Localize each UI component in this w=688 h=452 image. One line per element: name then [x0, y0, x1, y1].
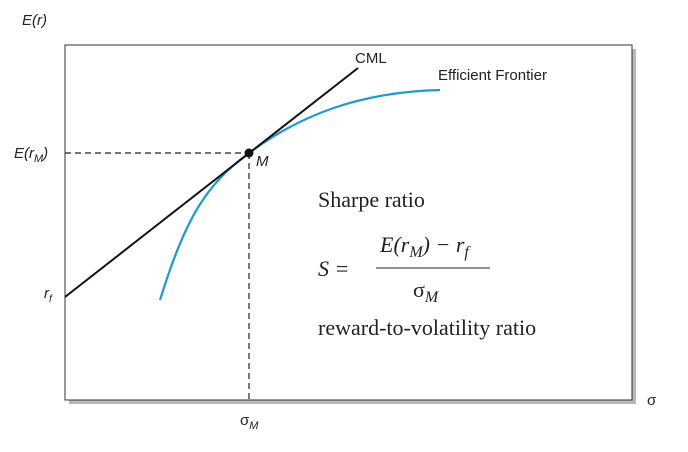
rf-label: rf — [44, 285, 53, 305]
point-label: M — [256, 153, 269, 170]
sigma-m-main: σ — [240, 412, 250, 429]
formula-numerator: E(rM) − rf — [379, 232, 471, 261]
rf-sub: f — [49, 294, 53, 305]
formula-title: Sharpe ratio — [318, 187, 425, 212]
rf-main: r — [44, 285, 50, 302]
erm-sub: M — [34, 153, 44, 165]
frontier-label: Efficient Frontier — [438, 67, 547, 84]
den-main: σ — [413, 277, 425, 302]
num-sub1: M — [408, 244, 424, 261]
formula-caption: reward-to-volatility ratio — [318, 315, 536, 340]
y-axis-label: E(r) — [22, 12, 47, 29]
den-sub: M — [424, 289, 440, 306]
sigma-m-label: σM — [240, 412, 259, 432]
formula-lhs: S = — [318, 256, 349, 281]
plot-box — [64, 44, 633, 401]
formula-denominator: σM — [413, 277, 440, 306]
erm-close: ) — [41, 145, 48, 162]
erm-main: E(r — [14, 145, 35, 162]
num-sub2: f — [464, 244, 471, 261]
cml-label: CML — [355, 50, 387, 67]
x-axis-label: σ — [647, 392, 657, 409]
point-m — [244, 148, 254, 158]
cml-line — [64, 67, 359, 298]
sigma-m-sub: M — [249, 420, 259, 432]
num-part2: ) − r — [421, 232, 465, 257]
num-part1: E(r — [379, 232, 410, 257]
erm-label: E(rM) — [14, 145, 48, 165]
